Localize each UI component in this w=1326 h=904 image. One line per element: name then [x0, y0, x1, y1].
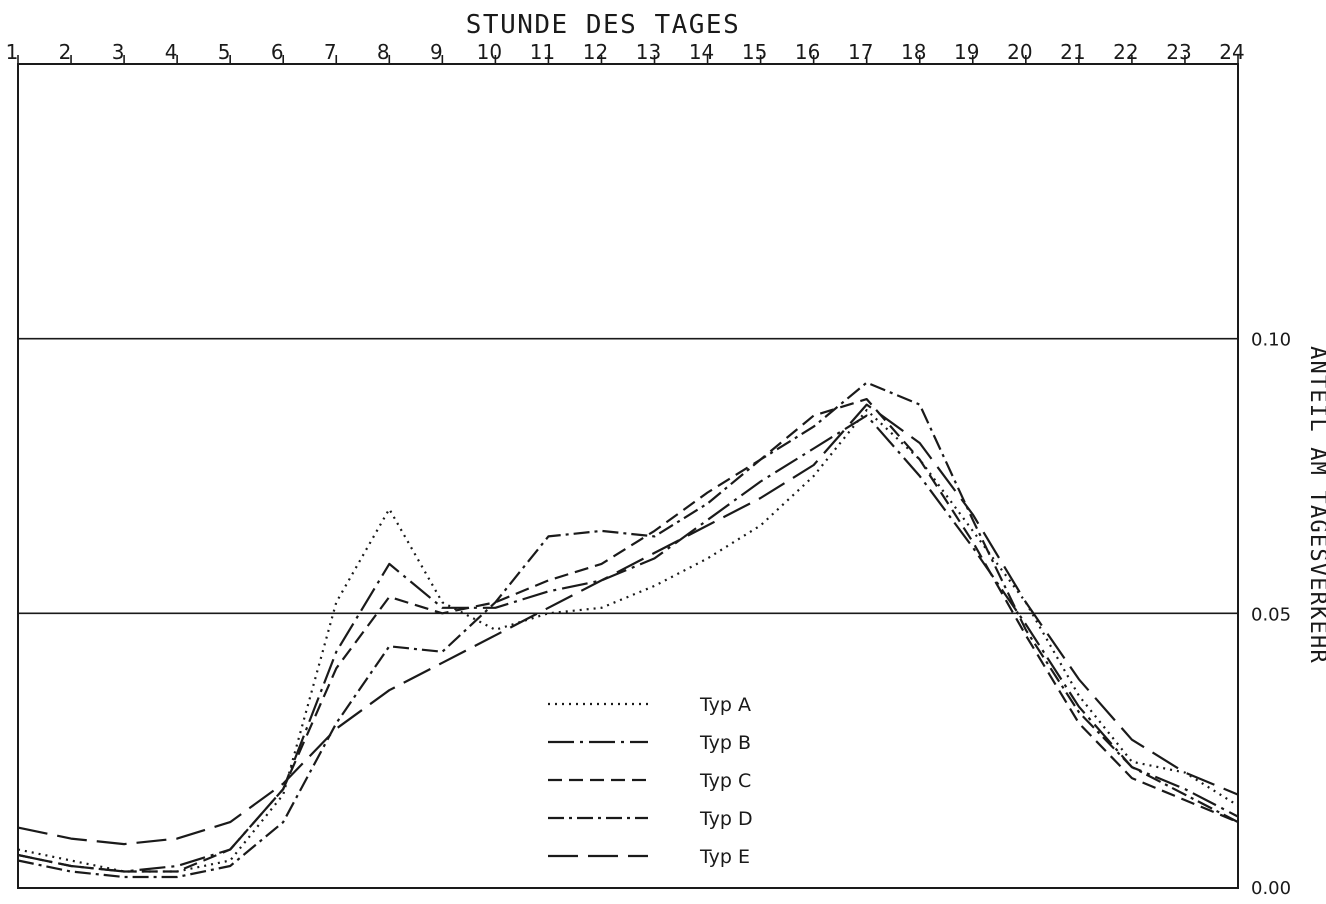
legend-label-typ-c: Typ C [699, 770, 751, 792]
x-tick-label: 23 [1166, 40, 1191, 64]
x-tick-label: 11 [530, 40, 555, 64]
series-line-typ-b [17, 414, 1239, 873]
plot-frame [17, 63, 1239, 889]
legend-label-typ-e: Typ E [699, 846, 750, 868]
x-tick-label: 19 [954, 40, 979, 64]
x-tick-label: 16 [795, 40, 820, 64]
x-tick-label: 10 [477, 40, 502, 64]
legend-label-typ-b: Typ B [699, 732, 751, 754]
series-line-typ-c [17, 398, 1239, 873]
x-tick-label: 3 [112, 40, 125, 64]
x-tick-label: 17 [848, 40, 873, 64]
series-line-typ-e [17, 403, 1239, 846]
x-tick-label: 4 [165, 40, 178, 64]
y-tick-label: 0.10 [1251, 330, 1291, 351]
x-tick-label: 24 [1219, 40, 1244, 64]
legend-label-typ-d: Typ D [699, 808, 753, 830]
y-axis-title: ANTEIL AM TAGESVERKEHR [1305, 346, 1326, 664]
series-line-typ-a [17, 409, 1239, 873]
x-tick-label: 15 [742, 40, 767, 64]
x-tick-label: 8 [377, 40, 390, 64]
legend-label-typ-a: Typ A [699, 694, 751, 716]
x-tick-label: 2 [59, 40, 72, 64]
x-tick-label: 12 [583, 40, 608, 64]
x-tick-label: 20 [1007, 40, 1032, 64]
x-tick-label: 22 [1113, 40, 1138, 64]
y-tick-label: 0.05 [1251, 604, 1291, 625]
x-tick-label: 6 [271, 40, 284, 64]
x-tick-label: 1 [6, 40, 19, 64]
y-tick-label: 0.00 [1251, 878, 1291, 899]
x-axis-title: STUNDE DES TAGES [466, 10, 740, 40]
series-line-typ-d [17, 381, 1239, 879]
x-tick-label: 9 [430, 40, 443, 64]
x-tick-label: 13 [636, 40, 661, 64]
x-tick-label: 18 [901, 40, 926, 64]
x-tick-label: 14 [689, 40, 714, 64]
x-tick-label: 7 [324, 40, 337, 64]
x-tick-label: 21 [1060, 40, 1085, 64]
x-tick-label: 5 [218, 40, 231, 64]
